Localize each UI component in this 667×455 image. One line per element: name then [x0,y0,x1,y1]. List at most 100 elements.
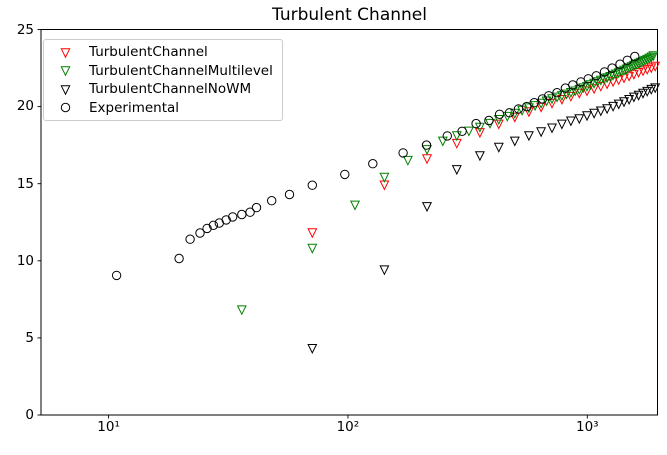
legend-item-experimental: Experimental [44,100,282,116]
data-point [607,63,617,73]
data-point [509,112,520,123]
data-point [605,72,616,83]
data-point [504,108,515,118]
x-tick-label-1000: 10³ [576,419,599,435]
data-point [484,115,494,126]
data-point [546,98,558,109]
data-point [608,77,619,88]
legend-label: TurbulentChannelMultilevel [89,62,273,79]
data-point [398,148,408,158]
y-tick-label-15: 15 [16,176,34,192]
data-point [650,83,661,94]
data-point [379,265,390,276]
data-point [307,344,318,355]
data-point [633,90,644,101]
data-point [640,55,651,66]
data-point [307,180,317,190]
data-point [221,215,231,225]
data-point [618,97,630,108]
data-point [307,228,318,239]
data-point [522,101,532,112]
data-point [599,67,610,77]
legend: TurbulentChannel TurbulentChannelMultile… [43,39,283,121]
data-point [523,131,534,142]
series-turbulentchannel [307,61,661,239]
circle-marker-icon [58,101,72,115]
data-point [607,70,619,81]
data-point [457,126,467,137]
data-point [552,88,562,98]
series-experimental [111,51,640,281]
data-point [368,159,378,169]
data-point [646,52,657,63]
legend-item-turbulentchannel: TurbulentChannel [44,44,282,60]
data-point [451,131,462,142]
data-point [570,86,581,97]
data-point [635,57,646,68]
y-tick-label-5: 5 [25,330,34,346]
x-tick-label-100: 10² [336,419,360,435]
data-point [544,91,554,101]
data-point [509,136,520,147]
data-point [546,123,558,134]
data-point [637,88,649,99]
data-point [589,108,600,119]
data-point [493,142,504,153]
data-point [349,200,361,211]
data-point [442,131,452,141]
data-point [529,98,539,108]
data-point [595,106,606,117]
data-point [421,154,433,165]
y-tick-label-20: 20 [16,98,34,114]
data-point [307,243,318,254]
data-point [650,61,661,72]
data-point [613,99,624,110]
data-point [174,253,184,264]
data-point [471,118,481,129]
legend-item-turbulentchannelnowm: TurbulentChannelNoWM [44,81,282,97]
data-point [284,189,295,200]
data-point [648,51,659,62]
data-point [624,95,635,106]
data-point [642,64,653,75]
data-point [613,68,624,79]
data-point [595,81,606,92]
x-tick-label-10: 10¹ [97,419,120,435]
data-point [626,62,637,73]
data-point [608,101,619,112]
tick-marks [37,29,588,419]
data-point [208,220,219,231]
data-point [630,51,640,62]
data-point [574,88,585,99]
data-point [421,202,433,213]
y-tick-label-25: 25 [16,22,34,38]
chart-title: Turbulent Channel [272,5,427,25]
data-point [591,71,601,81]
data-point [236,305,247,316]
data-point [561,89,572,100]
data-point [523,107,534,118]
data-point [421,145,433,156]
data-point [251,202,262,213]
data-point [536,127,547,138]
data-point [637,56,649,67]
legend-label: Experimental [89,99,180,116]
data-point [340,169,350,180]
data-point [642,86,653,97]
data-point [552,92,563,103]
data-point [616,67,627,78]
data-point [493,115,504,126]
data-point [379,172,390,183]
data-point [185,234,195,244]
data-point [474,151,485,162]
y-tick-label-0: 0 [25,407,34,423]
data-point [245,207,255,217]
triangle-down-marker-icon [58,64,72,78]
data-point [642,54,653,65]
data-point [628,92,639,103]
data-point [493,119,504,130]
data-point [237,209,247,220]
series-turbulentchannelnowm [307,83,661,355]
